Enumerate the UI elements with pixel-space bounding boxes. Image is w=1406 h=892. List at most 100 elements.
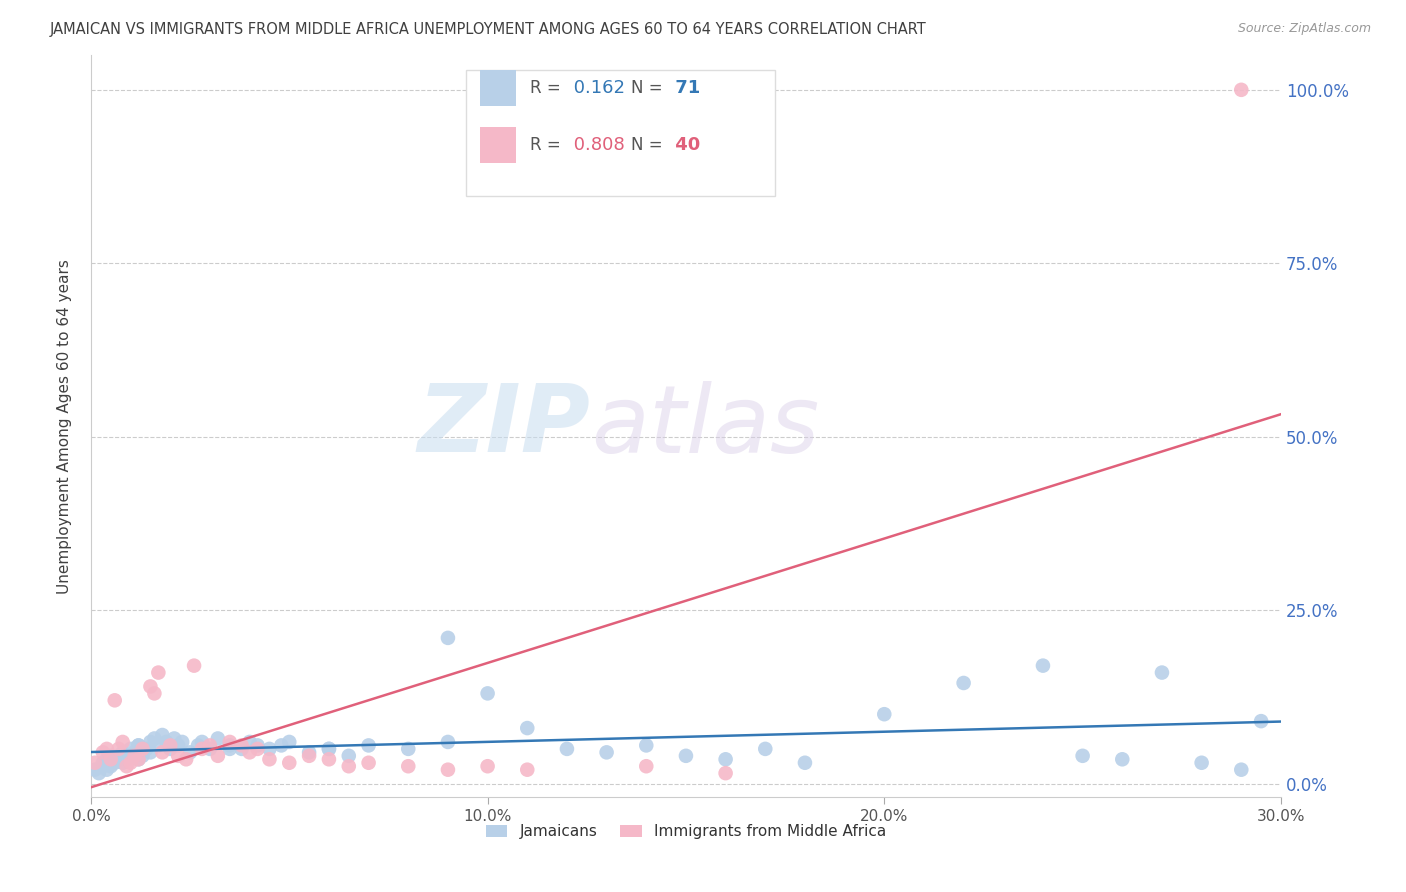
Point [675,748,697,763]
Point [128,739,150,753]
Point [139,680,162,694]
Text: 40: 40 [669,136,700,154]
Point [259,752,281,766]
Point [437,735,460,749]
Point [96,763,118,777]
Point [595,745,617,759]
Point [477,759,499,773]
Point [318,742,340,756]
Point [198,739,221,753]
Point [115,759,138,773]
Point [198,742,221,756]
Point [96,742,118,756]
Point [437,631,460,645]
Point [318,752,340,766]
Point [111,735,134,749]
Point [143,686,166,700]
Point [207,748,229,763]
Point [337,748,360,763]
Point [298,745,321,759]
Point [1111,752,1133,766]
Legend: Jamaicans, Immigrants from Middle Africa: Jamaicans, Immigrants from Middle Africa [479,818,893,846]
Point [1230,763,1253,777]
Point [873,707,896,722]
Point [636,739,658,753]
Point [139,745,162,759]
FancyBboxPatch shape [479,128,516,162]
Text: Source: ZipAtlas.com: Source: ZipAtlas.com [1237,22,1371,36]
Point [100,759,122,773]
Point [83,763,105,777]
Point [163,731,186,746]
Text: N =: N = [631,136,668,154]
Point [83,756,105,770]
Point [270,739,292,753]
Point [115,752,138,766]
Point [218,739,240,753]
Point [437,763,460,777]
Point [139,735,162,749]
Text: 0.162: 0.162 [568,78,626,97]
Point [298,748,321,763]
Point [96,752,118,766]
Point [183,658,205,673]
Text: ZIP: ZIP [418,380,591,472]
Point [107,742,129,756]
Point [396,742,419,756]
Point [167,748,190,763]
Point [124,748,146,763]
Point [104,756,127,770]
Point [143,731,166,746]
Point [131,742,153,756]
Point [516,721,538,735]
Point [135,742,157,756]
Point [150,745,173,759]
Point [100,752,122,766]
Point [120,742,142,756]
Point [128,752,150,766]
Point [239,745,262,759]
Text: N =: N = [631,78,668,97]
Point [128,752,150,766]
Text: JAMAICAN VS IMMIGRANTS FROM MIDDLE AFRICA UNEMPLOYMENT AMONG AGES 60 TO 64 YEARS: JAMAICAN VS IMMIGRANTS FROM MIDDLE AFRIC… [49,22,927,37]
Point [87,766,110,780]
Point [259,742,281,756]
Point [124,745,146,759]
Text: atlas: atlas [591,381,818,472]
Point [148,665,170,680]
Point [150,728,173,742]
Point [246,742,269,756]
Y-axis label: Unemployment Among Ages 60 to 64 years: Unemployment Among Ages 60 to 64 years [58,259,72,594]
Point [396,759,419,773]
Point [357,756,380,770]
Point [107,752,129,766]
Point [278,735,301,749]
Point [155,735,177,749]
Point [104,693,127,707]
Point [516,763,538,777]
FancyBboxPatch shape [479,70,516,105]
Point [91,745,114,759]
Point [167,739,190,753]
Point [111,745,134,759]
Point [952,676,974,690]
Point [111,756,134,770]
Point [131,748,153,763]
Point [120,756,142,770]
Point [207,731,229,746]
Point [174,752,197,766]
Point [477,686,499,700]
Text: 0.808: 0.808 [568,136,624,154]
Point [218,742,240,756]
Point [794,756,817,770]
Text: R =: R = [530,78,567,97]
Point [100,748,122,763]
Point [714,752,737,766]
Point [278,756,301,770]
Point [107,748,129,763]
Point [191,735,214,749]
Point [159,739,181,753]
Text: R =: R = [530,136,567,154]
Point [91,759,114,773]
Point [91,756,114,770]
